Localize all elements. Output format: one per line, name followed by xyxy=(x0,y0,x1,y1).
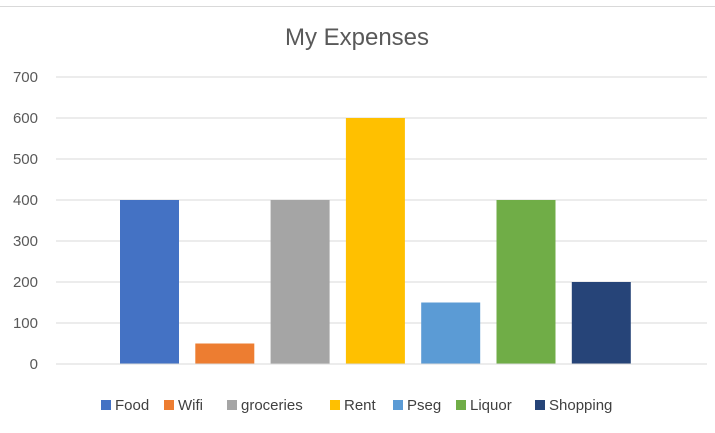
bar-liquor[interactable] xyxy=(496,200,556,364)
legend-item-food[interactable]: Food xyxy=(101,397,149,414)
legend-swatch xyxy=(164,400,174,410)
bar-rent[interactable] xyxy=(345,118,405,364)
legend-swatch xyxy=(101,400,111,410)
legend: Food Wifi groceries Rent Pseg Liquor Shopping xyxy=(101,397,612,414)
bars xyxy=(120,118,631,364)
legend-item-pseg[interactable]: Pseg xyxy=(393,397,441,414)
legend-swatch xyxy=(330,400,340,410)
bar-shopping[interactable] xyxy=(571,282,631,364)
bar-food[interactable] xyxy=(120,200,179,364)
bar-wifi[interactable] xyxy=(195,343,255,365)
legend-item-shopping[interactable]: Shopping xyxy=(535,397,612,414)
legend-label: Food xyxy=(115,397,149,414)
legend-item-wifi[interactable]: Wifi xyxy=(164,397,203,414)
y-tick-label: 100 xyxy=(13,315,38,332)
bar-groceries[interactable] xyxy=(270,200,330,364)
legend-item-liquor[interactable]: Liquor xyxy=(456,397,512,414)
legend-label: Liquor xyxy=(470,397,512,414)
legend-label: Rent xyxy=(344,397,377,414)
y-tick-label: 0 xyxy=(30,356,38,373)
legend-swatch xyxy=(535,400,545,410)
y-tick-label: 600 xyxy=(13,110,38,127)
spreadsheet-gridlines xyxy=(0,0,715,7)
bar-pseg[interactable] xyxy=(421,302,481,365)
legend-item-rent[interactable]: Rent xyxy=(330,397,377,414)
y-tick-label: 200 xyxy=(13,274,38,291)
y-tick-label: 300 xyxy=(13,233,38,250)
y-axis-ticks: 0 100 200 300 400 500 600 700 xyxy=(13,69,38,373)
y-tick-label: 500 xyxy=(13,151,38,168)
y-tick-label: 700 xyxy=(13,69,38,86)
legend-label: groceries xyxy=(241,397,303,414)
chart-title: My Expenses xyxy=(285,24,429,51)
legend-swatch xyxy=(227,400,237,410)
y-tick-label: 400 xyxy=(13,192,38,209)
legend-swatch xyxy=(393,400,403,410)
legend-swatch xyxy=(456,400,466,410)
legend-item-groceries[interactable]: groceries xyxy=(227,397,303,414)
legend-label: Wifi xyxy=(178,397,203,414)
legend-label: Pseg xyxy=(407,397,441,414)
legend-label: Shopping xyxy=(549,397,612,414)
